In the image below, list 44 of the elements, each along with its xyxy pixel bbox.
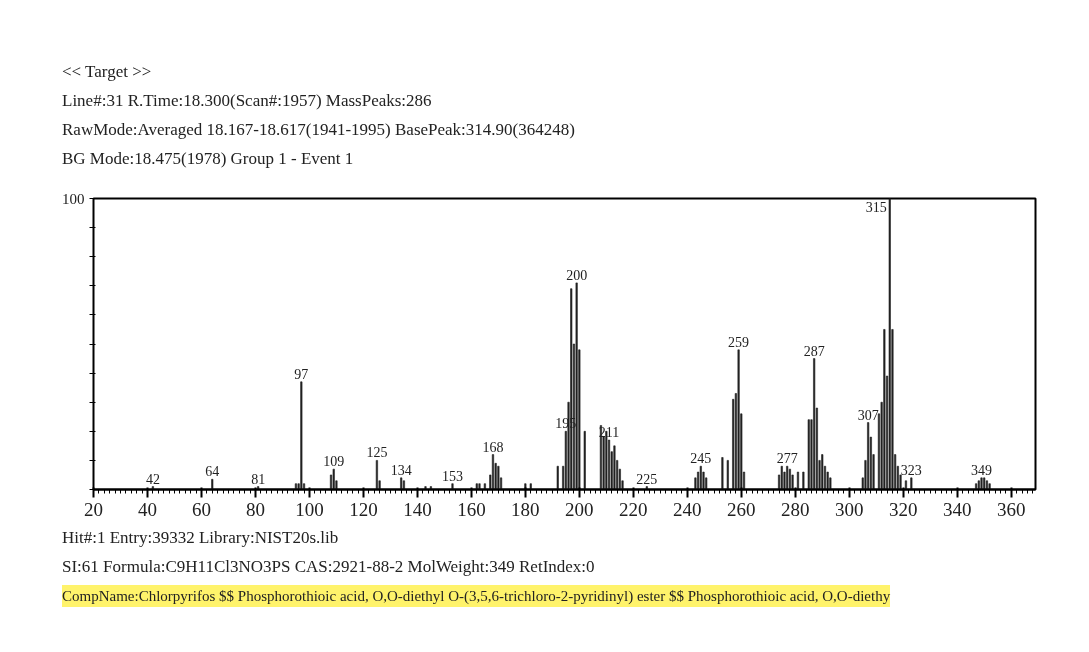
annotation: 259 bbox=[728, 334, 750, 350]
text: BG Mode:18.475(1978) Group 1 - Event 1 bbox=[62, 148, 355, 170]
annotation: 200 bbox=[566, 267, 588, 283]
x-tick-label: 200 bbox=[565, 498, 594, 520]
x-tick-label: 140 bbox=[403, 498, 432, 520]
x-tick-label: 260 bbox=[727, 498, 756, 520]
annotation: 307 bbox=[857, 407, 879, 423]
x-tick-label: 360 bbox=[996, 498, 1026, 520]
x-tick-label: 80 bbox=[245, 498, 265, 520]
text: SI:61 Formula:C9H11Cl3NO3PS CAS:2921-88-2 MolWeight:349 RetIndex:0 bbox=[62, 556, 596, 578]
annotation: 134 bbox=[390, 462, 412, 478]
x-tick-label: 120 bbox=[349, 498, 378, 520]
annotation: 97 bbox=[294, 366, 309, 382]
annotation: 168 bbox=[482, 439, 504, 455]
text: CompName:Chlorpyrifos $$ Phosphorothioic acid, O,O-diethyl O-(3,5,6-trichloro-2-pyridinyl) ester $$ Phosphorothioic acid, O,O-diethy bbox=[62, 585, 891, 607]
chart-title: << Target >> bbox=[62, 61, 153, 83]
annotation: 42 bbox=[145, 471, 160, 487]
annotation: 109 bbox=[323, 454, 345, 470]
x-tick-label: 20 bbox=[84, 498, 103, 520]
annotation: 225 bbox=[636, 471, 658, 487]
text: Hit#:1 Entry:39332 Library:NIST20s.lib bbox=[62, 527, 340, 549]
x-tick-label: 300 bbox=[835, 498, 864, 520]
annotation: 323 bbox=[900, 462, 922, 478]
x-tick-label: 40 bbox=[137, 498, 157, 520]
x-tick-label: 320 bbox=[888, 498, 918, 520]
x-tick-label: 180 bbox=[511, 498, 540, 520]
x-tick-label: 280 bbox=[781, 498, 810, 520]
x-tick-label: 100 bbox=[295, 498, 324, 520]
x-tick-label: 220 bbox=[619, 498, 648, 520]
x-tick-label: 60 bbox=[191, 498, 211, 520]
annotation: 81 bbox=[251, 471, 266, 487]
chart-subtitle: Line#:31 R.Time:18.300(Scan#:1957) MassPeaks:286 bbox=[62, 90, 433, 112]
annotation: 153 bbox=[441, 468, 463, 484]
x-tick-label: 160 bbox=[457, 498, 486, 520]
annotation: 287 bbox=[803, 343, 825, 359]
annotation: 315 bbox=[865, 199, 887, 215]
annotation: 277 bbox=[776, 451, 798, 467]
annotation: 125 bbox=[366, 445, 388, 461]
x-tick-label: 240 bbox=[673, 498, 702, 520]
annotation: 349 bbox=[971, 462, 993, 478]
text: RawMode:Averaged 18.167-18.617(1941-1995) BasePeak:314.90(364248) bbox=[62, 119, 575, 141]
annotation: 245 bbox=[690, 451, 712, 467]
annotation: 64 bbox=[205, 464, 220, 480]
x-tick-label: 340 bbox=[942, 498, 972, 520]
